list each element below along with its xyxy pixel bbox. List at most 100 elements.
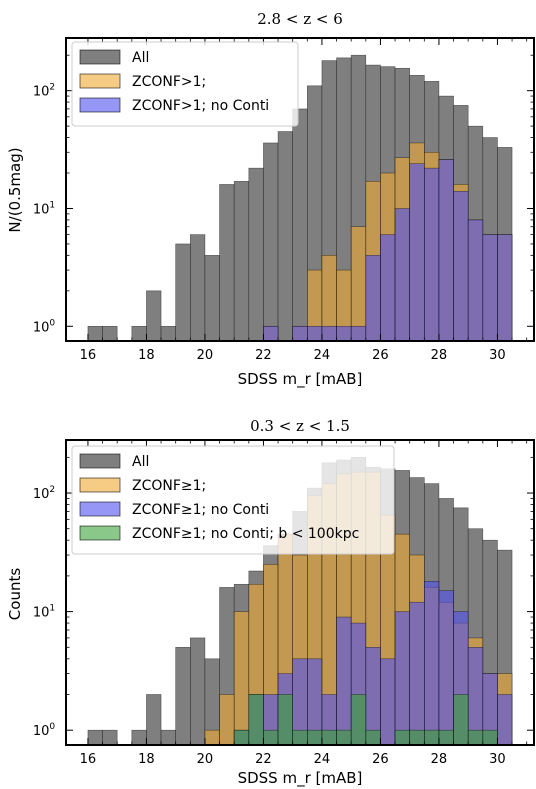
histogram-bar-1-2-21 bbox=[394, 611, 410, 746]
x-tick-label-0-7: 30 bbox=[489, 348, 506, 363]
histogram-bar-0-0-12 bbox=[263, 142, 279, 342]
histogram-bar-1-0-1 bbox=[102, 729, 118, 746]
x-tick-label-1-1: 18 bbox=[138, 752, 155, 767]
top-panel-legend: All ZCONF>1; ZCONF>1; no Conti bbox=[71, 41, 299, 127]
histogram-bar-1-3-11 bbox=[248, 694, 264, 746]
histogram-bar-1-1-8 bbox=[204, 729, 220, 746]
bottom-panel-x-axis-label: SDSS m_r [mAB] bbox=[238, 769, 363, 788]
legend-label-1-3: ZCONF≥1; no Conti; b < 100kpc bbox=[132, 526, 359, 542]
legend-swatch-1-2 bbox=[79, 501, 121, 517]
histogram-bar-0-2-16 bbox=[321, 325, 337, 342]
legend-swatch-1-1 bbox=[79, 477, 121, 493]
legend-label-0-1: ZCONF>1; bbox=[132, 74, 206, 90]
top-panel-x-axis-label: SDSS m_r [mAB] bbox=[238, 370, 363, 389]
histogram-bar-0-2-12 bbox=[263, 325, 279, 342]
legend-label-0-2: ZCONF>1; no Conti bbox=[132, 98, 269, 114]
histogram-bar-1-3-13 bbox=[277, 694, 293, 746]
top-histogram-panel: 2.8 < z < 6 16 18 20 22 24 26 28 30 100 101 102 SD… bbox=[6, 10, 535, 389]
y-tick-label-0-2: 102 bbox=[33, 83, 55, 100]
bottom-panel-frame bbox=[65, 439, 535, 746]
x-tick-label-0-2: 20 bbox=[197, 348, 214, 363]
histogram-bar-0-0-7 bbox=[190, 234, 206, 342]
histogram-bar-0-0-5 bbox=[160, 325, 176, 342]
histogram-bar-1-2-28 bbox=[497, 694, 513, 746]
histogram-bar-0-2-24 bbox=[438, 159, 454, 342]
histogram-bar-0-2-20 bbox=[380, 234, 396, 342]
legend-swatch-0-0 bbox=[79, 49, 121, 65]
y-tick-label-1-1: 101 bbox=[33, 604, 55, 621]
histogram-bar-1-3-15 bbox=[307, 729, 323, 746]
y-tick-label-0-1: 101 bbox=[33, 200, 55, 217]
histogram-bar-1-0-7 bbox=[190, 637, 206, 746]
histogram-bar-1-3-24 bbox=[438, 729, 454, 746]
legend-label-1-1: ZCONF≥1; bbox=[132, 478, 206, 494]
x-tick-label-1-4: 24 bbox=[314, 752, 331, 767]
histogram-bar-1-3-19 bbox=[365, 729, 381, 746]
histogram-bar-1-3-17 bbox=[336, 729, 352, 746]
histogram-bar-1-2-22 bbox=[409, 601, 425, 746]
histogram-bar-0-0-4 bbox=[146, 290, 162, 342]
legend-box-1 bbox=[71, 445, 395, 555]
legend-swatch-0-1 bbox=[79, 73, 121, 89]
x-tick-label-1-2: 20 bbox=[197, 752, 214, 767]
bottom-panel-ticks: 16 18 20 22 24 26 28 30 100 101 102 bbox=[33, 440, 534, 767]
histogram-bar-0-0-10 bbox=[233, 181, 250, 342]
histogram-bar-1-1-9 bbox=[219, 694, 235, 746]
x-tick-label-1-5: 26 bbox=[372, 752, 389, 767]
histogram-bar-0-2-19 bbox=[365, 255, 381, 342]
y-tick-label-1-0: 100 bbox=[33, 722, 56, 739]
histogram-bar-0-2-25 bbox=[453, 190, 469, 342]
x-tick-label-0-0: 16 bbox=[80, 348, 97, 363]
histogram-bar-0-0-8 bbox=[204, 255, 220, 342]
legend-swatch-1-0 bbox=[79, 453, 121, 469]
histogram-bar-1-3-16 bbox=[321, 729, 337, 746]
histogram-bar-0-0-9 bbox=[219, 184, 235, 342]
x-tick-label-1-7: 30 bbox=[489, 752, 506, 767]
bottom-histogram-panel: 0.3 < z < 1.5 16 18 20 22 24 26 28 30100101102 … bbox=[6, 417, 535, 788]
histogram-bar-0-2-26 bbox=[467, 219, 484, 342]
histogram-bar-1-3-27 bbox=[482, 729, 498, 746]
legend-swatch-1-3 bbox=[79, 525, 121, 541]
x-tick-label-0-5: 26 bbox=[372, 348, 389, 363]
histogram-bar-0-2-28 bbox=[497, 234, 513, 342]
x-tick-label-0-3: 22 bbox=[255, 348, 272, 363]
histogram-bar-0-2-27 bbox=[482, 234, 498, 342]
histogram-bar-0-1-18 bbox=[350, 226, 367, 342]
histogram-bar-1-2-24 bbox=[438, 590, 454, 746]
histogram-bar-1-0-3 bbox=[131, 729, 147, 746]
top-panel-title: 2.8 < z < 6 bbox=[257, 10, 343, 28]
histogram-bar-1-3-14 bbox=[292, 729, 308, 746]
histogram-bar-0-0-1 bbox=[102, 325, 118, 342]
x-tick-label-0-6: 28 bbox=[431, 348, 448, 363]
histogram-bar-0-2-14 bbox=[292, 325, 308, 342]
histogram-bar-0-2-21 bbox=[394, 208, 410, 342]
histogram-bar-1-3-22 bbox=[409, 729, 425, 746]
histogram-bar-0-2-17 bbox=[336, 325, 352, 342]
bottom-panel-bars bbox=[87, 457, 513, 746]
histogram-bar-1-3-25 bbox=[453, 694, 469, 746]
histogram-bar-1-2-23 bbox=[424, 581, 440, 746]
histogram-bar-1-0-5 bbox=[160, 729, 176, 746]
histogram-bar-1-0-0 bbox=[87, 729, 103, 746]
top-panel-y-axis-label: N/(0.5mag) bbox=[6, 147, 24, 232]
x-tick-label-1-6: 28 bbox=[431, 752, 448, 767]
histogram-bar-0-0-14 bbox=[292, 108, 308, 342]
histogram-bar-1-3-18 bbox=[350, 694, 367, 746]
bottom-panel-legend: All ZCONF≥1; ZCONF≥1; no Conti ZCONF≥1; no … bbox=[71, 445, 395, 555]
top-panel-ticks: 16 18 20 22 24 26 28 30 100 101 102 bbox=[33, 38, 534, 363]
legend-swatch-0-2 bbox=[79, 97, 121, 113]
histogram-bar-1-3-23 bbox=[424, 729, 440, 746]
histogram-bar-1-3-26 bbox=[467, 729, 484, 746]
bottom-panel-title: 0.3 < z < 1.5 bbox=[250, 417, 350, 435]
legend-label-0-0: All bbox=[132, 50, 149, 66]
x-tick-label-1-0: 16 bbox=[80, 752, 97, 767]
y-tick-label-0-0: 100 bbox=[33, 318, 56, 335]
legend-box-0 bbox=[71, 41, 299, 127]
x-tick-label-0-1: 18 bbox=[138, 348, 155, 363]
histogram-bar-0-2-23 bbox=[424, 167, 440, 342]
histogram-bar-0-2-15 bbox=[307, 325, 323, 342]
x-tick-label-0-4: 24 bbox=[314, 348, 331, 363]
histogram-bar-1-2-17 bbox=[336, 616, 352, 746]
histogram-bar-0-2-18 bbox=[350, 325, 367, 342]
